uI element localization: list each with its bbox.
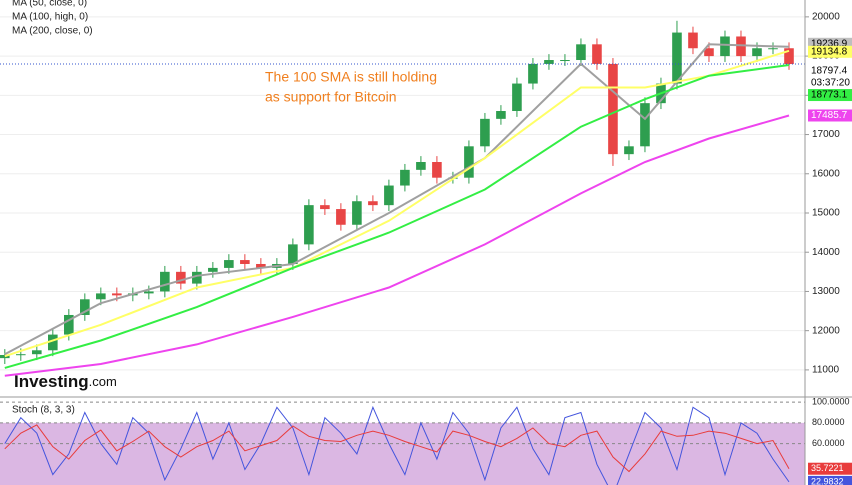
candle-body: [432, 162, 442, 178]
series-last-label: 19134.8: [811, 46, 848, 57]
candle-body: [640, 103, 650, 147]
stoch-last-label: 22.9832: [811, 476, 844, 485]
pane-title: Stoch (8, 3, 3): [12, 405, 75, 416]
y-tick-label: 11000: [812, 365, 840, 376]
ma-line: [4, 49, 790, 358]
candle-body: [480, 118, 490, 147]
y-tick-label: 16000: [812, 168, 840, 179]
candle-body: [688, 32, 698, 49]
candle-body: [576, 44, 586, 61]
candle-body: [32, 350, 42, 355]
stoch-last-label: 35.7221: [811, 463, 844, 473]
candle-body: [544, 60, 554, 64]
logo-text: Investing: [14, 372, 89, 391]
stoch-last-bg: [808, 475, 852, 485]
candle-body: [192, 271, 202, 284]
ma-line: [4, 114, 790, 377]
candle-body: [352, 201, 362, 225]
y-tick-label: 15000: [812, 208, 840, 219]
candle-body: [288, 244, 298, 264]
current-price-label-bg: [808, 65, 852, 78]
y-tick-label: 60.0000: [812, 438, 845, 448]
stoch-line: [4, 424, 790, 473]
y-tick-label: 100.0000: [812, 397, 850, 407]
stoch-last-bg: [808, 462, 852, 475]
candle-body: [704, 48, 714, 57]
candle-body: [0, 354, 10, 359]
candle-body: [784, 48, 794, 65]
stoch-pane: [0, 401, 805, 485]
candle-body: [752, 48, 762, 57]
candle-body: [208, 267, 218, 272]
y-tick-label: 14000: [812, 247, 840, 258]
series-last-label: 18773.1: [811, 90, 848, 101]
legend-entry: MA (200, close, 0): [12, 26, 93, 37]
stoch-line: [4, 405, 790, 485]
series-last-label: 19236.9: [811, 38, 848, 49]
annotation: The 100 SMA is still holding: [265, 69, 437, 85]
candle-body: [384, 185, 394, 206]
candle-body: [512, 83, 522, 112]
logo-suffix: .com: [89, 374, 117, 389]
candle-body: [176, 271, 186, 284]
candle-body: [560, 60, 570, 62]
candle-body: [256, 263, 266, 268]
candle-body: [112, 293, 122, 296]
candle-body: [672, 32, 682, 84]
candle-body: [144, 291, 154, 294]
ma-line: [4, 64, 790, 369]
annotation: as support for Bitcoin: [265, 89, 397, 105]
candle-body: [160, 271, 170, 292]
overlay: 1100012000130001400015000160001700018000…: [12, 0, 852, 485]
candle-body: [464, 146, 474, 178]
candle-body: [224, 260, 234, 268]
candle-body: [624, 146, 634, 155]
candle-body: [720, 36, 730, 57]
candle-body: [368, 201, 378, 206]
legend-entry: MA (100, high, 0): [12, 12, 88, 23]
candle-body: [320, 205, 330, 210]
series-last-label-bg: [808, 109, 852, 122]
candle-body: [240, 260, 250, 264]
candle-body: [768, 48, 778, 50]
candle-body: [336, 209, 346, 225]
countdown-label: 03:37:20: [811, 78, 850, 89]
candle-body: [416, 162, 426, 170]
countdown-label-bg: [808, 77, 852, 90]
candle-body: [16, 354, 26, 356]
candle-body: [64, 314, 74, 335]
candle-body: [80, 299, 90, 315]
y-tick-label: 13000: [812, 286, 840, 297]
candle-body: [528, 63, 538, 84]
candle-body: [496, 111, 506, 119]
y-tick-label: 80.0000: [812, 417, 845, 427]
current-price-label: 18797.4: [811, 66, 848, 77]
legend-entry: MA (50, close, 0): [12, 0, 87, 9]
series-last-label-bg: [808, 45, 852, 58]
candle-body: [592, 44, 602, 64]
candle-body: [304, 205, 314, 245]
y-tick-label: 17000: [812, 129, 840, 140]
y-tick-label: 20000: [812, 12, 840, 23]
candle-body: [48, 334, 58, 351]
candle-body: [608, 63, 618, 155]
price-pane: [0, 16, 805, 377]
candle-body: [96, 293, 106, 300]
logo: Investing.com: [14, 372, 117, 391]
series-last-label: 17485.7: [811, 110, 848, 121]
candle-body: [400, 169, 410, 186]
y-tick-label: 12000: [812, 325, 840, 336]
series-last-label-bg: [808, 89, 852, 102]
